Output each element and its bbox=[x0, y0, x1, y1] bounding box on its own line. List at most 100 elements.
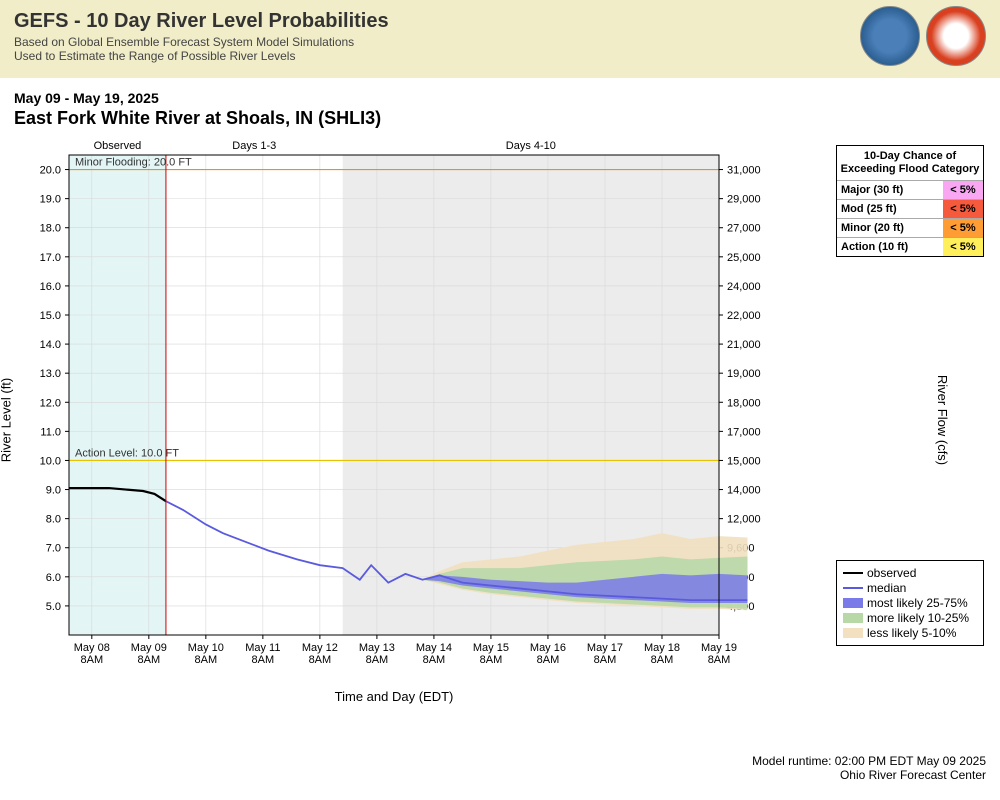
legend-swatch-icon bbox=[843, 598, 863, 608]
svg-text:May 19: May 19 bbox=[701, 642, 737, 654]
legend-row: median bbox=[843, 581, 977, 595]
svg-text:May 12: May 12 bbox=[302, 642, 338, 654]
nws-logo-icon bbox=[926, 6, 986, 66]
footer: Model runtime: 02:00 PM EDT May 09 2025 … bbox=[752, 754, 986, 782]
legend-label: observed bbox=[867, 566, 916, 580]
legend-row: most likely 25-75% bbox=[843, 596, 977, 610]
header-sub2: Used to Estimate the Range of Possible R… bbox=[14, 49, 986, 63]
svg-text:May 13: May 13 bbox=[359, 642, 395, 654]
logo-group bbox=[860, 6, 986, 66]
legend-swatch-icon bbox=[843, 572, 863, 574]
flood-row-label: Mod (25 ft) bbox=[837, 200, 943, 218]
river-chart: Observed Days 1-3 Days 4-10 5.0 6.0 7.0 8.0 9.0… bbox=[14, 135, 774, 680]
svg-text:8AM: 8AM bbox=[138, 654, 161, 666]
svg-text:May 14: May 14 bbox=[416, 642, 452, 654]
flood-row: Action (10 ft)< 5% bbox=[837, 237, 983, 256]
svg-text:7.0: 7.0 bbox=[46, 543, 61, 555]
page-title: GEFS - 10 Day River Level Probabilities bbox=[14, 10, 986, 33]
svg-text:Days 1-3: Days 1-3 bbox=[232, 140, 276, 152]
svg-text:8AM: 8AM bbox=[708, 654, 731, 666]
legend-swatch-icon bbox=[843, 613, 863, 623]
forecast-center: Ohio River Forecast Center bbox=[752, 768, 986, 782]
svg-text:12.0: 12.0 bbox=[40, 397, 61, 409]
svg-text:May 17: May 17 bbox=[587, 642, 623, 654]
flood-row: Mod (25 ft)< 5% bbox=[837, 199, 983, 218]
legend-label: less likely 5-10% bbox=[867, 626, 956, 640]
svg-text:16.0: 16.0 bbox=[40, 281, 61, 293]
svg-text:8AM: 8AM bbox=[252, 654, 275, 666]
svg-text:14,000: 14,000 bbox=[727, 485, 761, 497]
header-banner: GEFS - 10 Day River Level Probabilities … bbox=[0, 0, 1000, 78]
flood-row-value: < 5% bbox=[943, 200, 983, 218]
svg-text:May 15: May 15 bbox=[473, 642, 509, 654]
legend-label: more likely 10-25% bbox=[867, 611, 969, 625]
date-range: May 09 - May 19, 2025 bbox=[14, 90, 986, 106]
svg-text:May 16: May 16 bbox=[530, 642, 566, 654]
svg-text:Minor Flooding: 20.0 FT: Minor Flooding: 20.0 FT bbox=[75, 157, 192, 169]
svg-text:8AM: 8AM bbox=[594, 654, 617, 666]
svg-text:5.0: 5.0 bbox=[46, 601, 61, 613]
svg-text:10.0: 10.0 bbox=[40, 455, 61, 467]
svg-text:29,000: 29,000 bbox=[727, 194, 761, 206]
svg-text:Observed: Observed bbox=[94, 140, 142, 152]
svg-text:12,000: 12,000 bbox=[727, 514, 761, 526]
svg-text:May 11: May 11 bbox=[245, 642, 280, 654]
svg-text:Days 4-10: Days 4-10 bbox=[506, 140, 556, 152]
legend-label: most likely 25-75% bbox=[867, 596, 968, 610]
header-sub1: Based on Global Ensemble Forecast System… bbox=[14, 35, 986, 49]
legend-row: more likely 10-25% bbox=[843, 611, 977, 625]
svg-text:18.0: 18.0 bbox=[40, 223, 61, 235]
y-axis-left-label: River Level (ft) bbox=[0, 377, 14, 462]
svg-text:19,000: 19,000 bbox=[727, 368, 761, 380]
svg-text:15.0: 15.0 bbox=[40, 310, 61, 322]
svg-text:8AM: 8AM bbox=[423, 654, 446, 666]
svg-text:13.0: 13.0 bbox=[40, 368, 61, 380]
station-title: East Fork White River at Shoals, IN (SHL… bbox=[14, 108, 986, 129]
svg-text:21,000: 21,000 bbox=[727, 339, 761, 351]
svg-text:8AM: 8AM bbox=[480, 654, 503, 666]
svg-text:8AM: 8AM bbox=[309, 654, 332, 666]
svg-text:6.0: 6.0 bbox=[46, 572, 61, 584]
svg-text:8AM: 8AM bbox=[366, 654, 389, 666]
svg-text:11.0: 11.0 bbox=[40, 426, 61, 438]
flood-row-value: < 5% bbox=[943, 238, 983, 256]
svg-text:18,000: 18,000 bbox=[727, 397, 761, 409]
legend-label: median bbox=[867, 581, 906, 595]
flood-row-label: Action (10 ft) bbox=[837, 238, 943, 256]
svg-text:24,000: 24,000 bbox=[727, 281, 761, 293]
svg-text:31,000: 31,000 bbox=[727, 165, 761, 177]
svg-text:17.0: 17.0 bbox=[40, 252, 61, 264]
flood-row-value: < 5% bbox=[943, 181, 983, 199]
svg-text:8AM: 8AM bbox=[80, 654, 103, 666]
svg-text:27,000: 27,000 bbox=[727, 223, 761, 235]
svg-text:May 08: May 08 bbox=[74, 642, 110, 654]
flood-row-label: Minor (20 ft) bbox=[837, 219, 943, 237]
flood-box-title: 10-Day Chance of Exceeding Flood Categor… bbox=[837, 146, 983, 180]
svg-text:9.0: 9.0 bbox=[46, 485, 61, 497]
legend-swatch-icon bbox=[843, 587, 863, 589]
svg-text:17,000: 17,000 bbox=[727, 426, 761, 438]
legend-row: observed bbox=[843, 566, 977, 580]
svg-text:22,000: 22,000 bbox=[727, 310, 761, 322]
svg-text:8.0: 8.0 bbox=[46, 514, 61, 526]
svg-text:8AM: 8AM bbox=[195, 654, 218, 666]
noaa-logo-icon bbox=[860, 6, 920, 66]
flood-row: Major (30 ft)< 5% bbox=[837, 180, 983, 199]
svg-text:8AM: 8AM bbox=[537, 654, 560, 666]
chart-area: May 09 - May 19, 2025 East Fork White Ri… bbox=[0, 78, 1000, 704]
svg-text:May 18: May 18 bbox=[644, 642, 680, 654]
svg-text:14.0: 14.0 bbox=[40, 339, 61, 351]
flood-category-box: 10-Day Chance of Exceeding Flood Categor… bbox=[836, 145, 984, 257]
svg-text:May 10: May 10 bbox=[188, 642, 224, 654]
svg-text:8AM: 8AM bbox=[651, 654, 674, 666]
svg-text:25,000: 25,000 bbox=[727, 252, 761, 264]
model-runtime: Model runtime: 02:00 PM EDT May 09 2025 bbox=[752, 754, 986, 768]
svg-text:19.0: 19.0 bbox=[40, 194, 61, 206]
plot-wrapper: River Level (ft) River Flow (cfs) Observ… bbox=[14, 135, 986, 704]
svg-text:20.0: 20.0 bbox=[40, 165, 61, 177]
legend-row: less likely 5-10% bbox=[843, 626, 977, 640]
svg-text:15,000: 15,000 bbox=[727, 455, 761, 467]
svg-text:Action Level: 10.0 FT: Action Level: 10.0 FT bbox=[75, 447, 179, 459]
x-axis-label: Time and Day (EDT) bbox=[14, 689, 774, 704]
legend-swatch-icon bbox=[843, 628, 863, 638]
